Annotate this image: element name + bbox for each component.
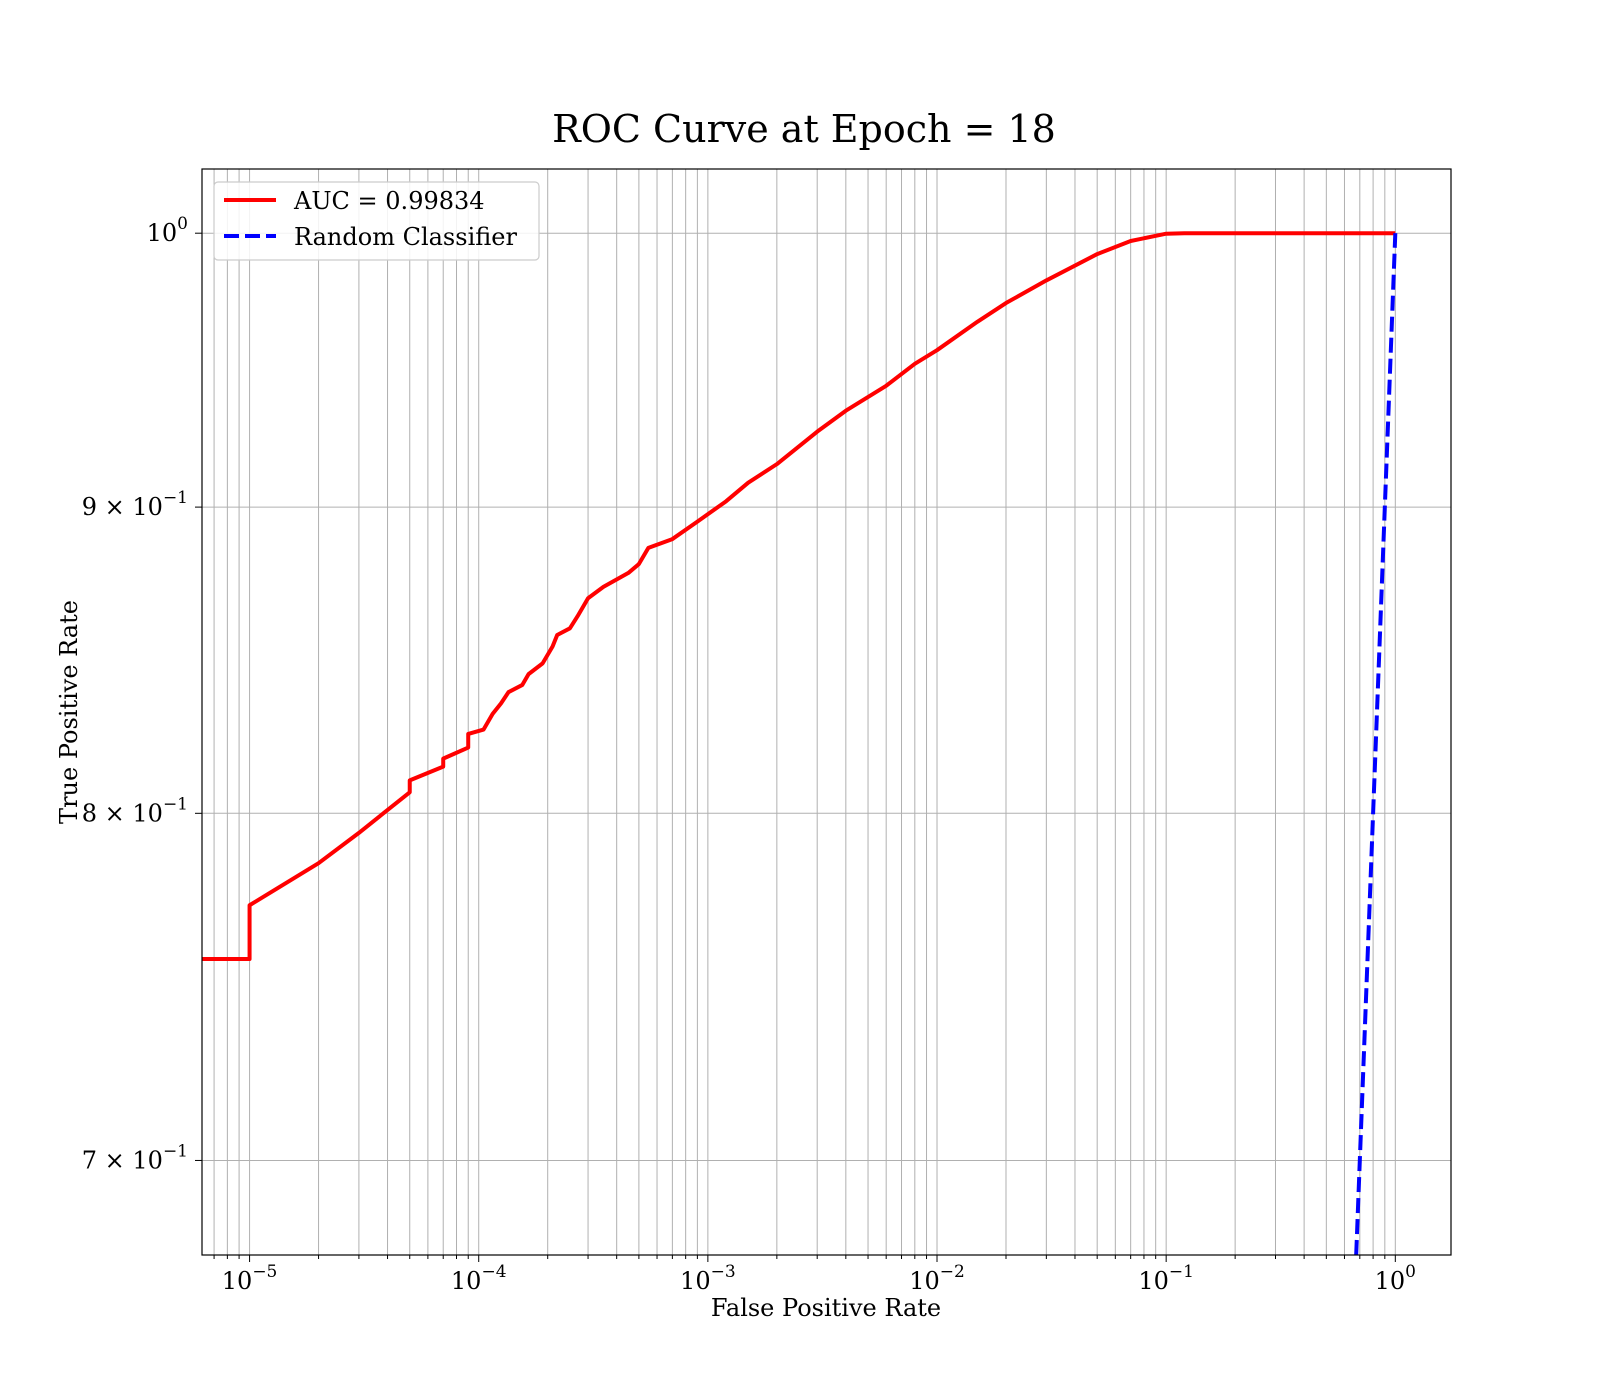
x-tick-label: 10−4 bbox=[451, 1262, 507, 1295]
random-classifier-line bbox=[1354, 233, 1398, 1255]
x-tick-label: 10−3 bbox=[680, 1262, 736, 1295]
grid bbox=[202, 169, 1451, 1255]
y-tick-label: 7 × 10−1 bbox=[82, 1141, 188, 1174]
x-tick-label: 10−2 bbox=[909, 1262, 965, 1295]
plot-frame bbox=[201, 168, 1452, 1256]
y-axis-label: True Positive Rate bbox=[55, 600, 83, 824]
y-tick-label: 9 × 10−1 bbox=[82, 488, 188, 521]
x-tick-label: 10−1 bbox=[1138, 1262, 1194, 1295]
y-tick-label: 8 × 10−1 bbox=[82, 794, 188, 827]
x-axis-label: False Positive Rate bbox=[711, 1294, 941, 1322]
ticks: 100 9 × 10−1 8 × 10−1 7 × 10−1 10−5 10−4 10−3 1… bbox=[82, 214, 1416, 1295]
legend: AUC = 0.99834 Random Classifier bbox=[213, 181, 540, 261]
x-tick-label: 100 bbox=[1375, 1262, 1416, 1295]
legend-label-random: Random Classifier bbox=[294, 223, 517, 251]
legend-label-auc: AUC = 0.99834 bbox=[293, 187, 485, 215]
legend-box bbox=[213, 181, 540, 261]
y-tick-label: 100 bbox=[147, 214, 188, 247]
roc-curve-line bbox=[202, 231, 1396, 961]
chart-title: ROC Curve at Epoch = 18 bbox=[552, 107, 1056, 151]
x-tick-label: 10−5 bbox=[222, 1262, 278, 1295]
series-layer bbox=[202, 231, 1398, 1255]
